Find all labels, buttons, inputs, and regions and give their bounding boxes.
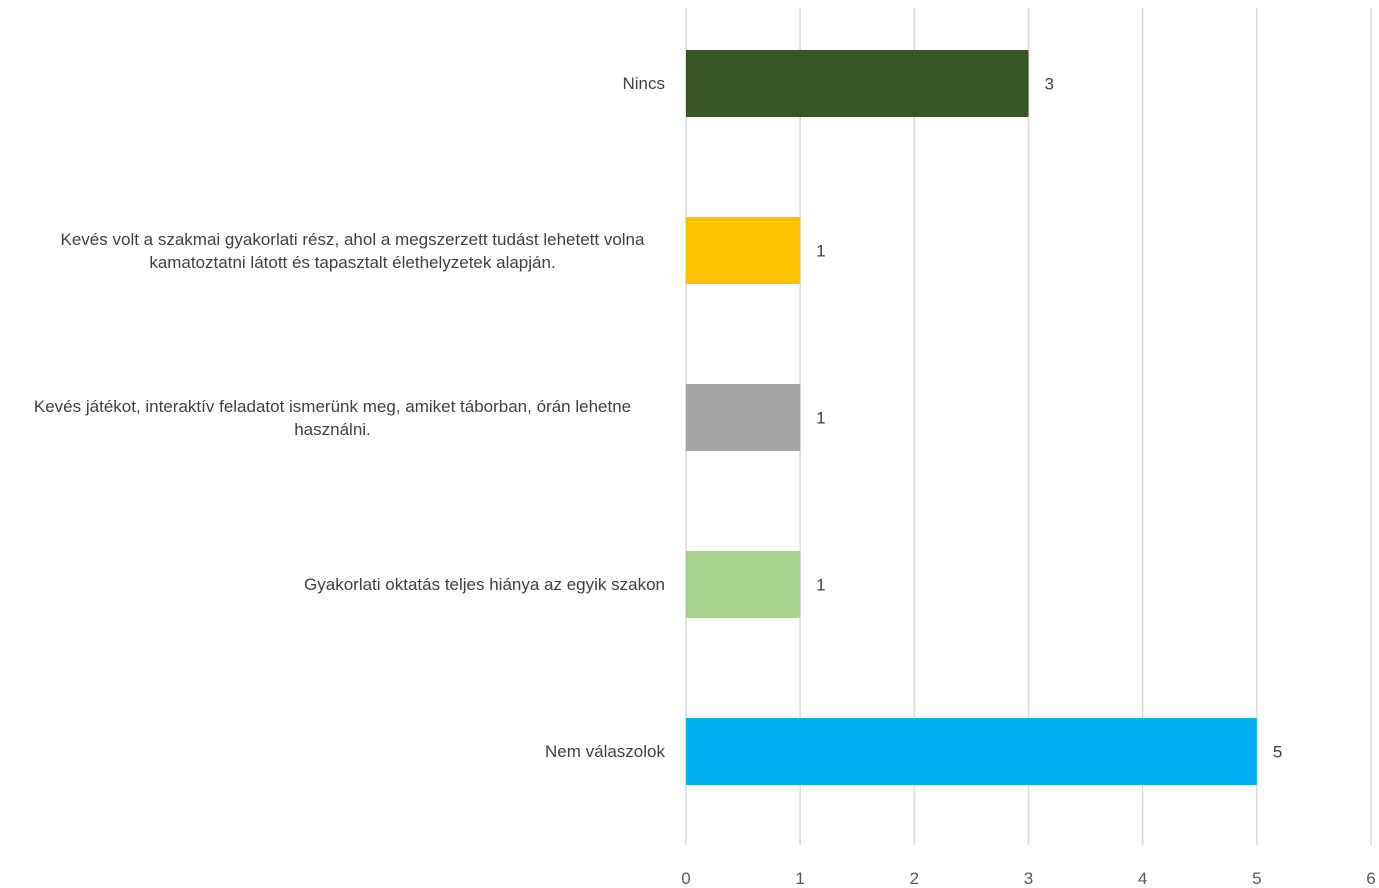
bar [686, 718, 1257, 785]
x-tick-label: 1 [795, 869, 804, 888]
x-tick-label: 2 [910, 869, 919, 888]
data-label: 1 [816, 242, 825, 261]
category-label: Gyakorlati oktatás teljes hiánya az egyi… [0, 525, 665, 645]
data-label: 1 [816, 409, 825, 428]
data-label: 5 [1273, 743, 1282, 762]
x-tick-label: 4 [1138, 869, 1147, 888]
data-label: 3 [1045, 75, 1054, 94]
category-label-text: Nem válaszolok [545, 742, 665, 761]
category-label-text: Kevés játékot, interaktív feladatot isme… [33, 396, 632, 439]
x-tick-label: 3 [1024, 869, 1033, 888]
x-tick-label: 6 [1366, 869, 1375, 888]
data-label: 1 [816, 576, 825, 595]
category-label-text: Gyakorlati oktatás teljes hiánya az egyi… [304, 575, 665, 594]
bar [686, 384, 801, 451]
category-label-text: Nincs [622, 74, 665, 93]
x-tick-label: 0 [681, 869, 690, 888]
category-label: Kevés volt a szakmai gyakorlati rész, ah… [0, 191, 665, 311]
bar [686, 217, 801, 284]
x-tick-label: 5 [1252, 869, 1261, 888]
category-label: Kevés játékot, interaktív feladatot isme… [0, 358, 665, 478]
category-label-text: Kevés volt a szakmai gyakorlati rész, ah… [60, 229, 645, 272]
bar [686, 551, 801, 618]
bar [686, 50, 1029, 117]
category-label: Nem válaszolok [0, 692, 665, 812]
category-label: Nincs [0, 24, 665, 144]
